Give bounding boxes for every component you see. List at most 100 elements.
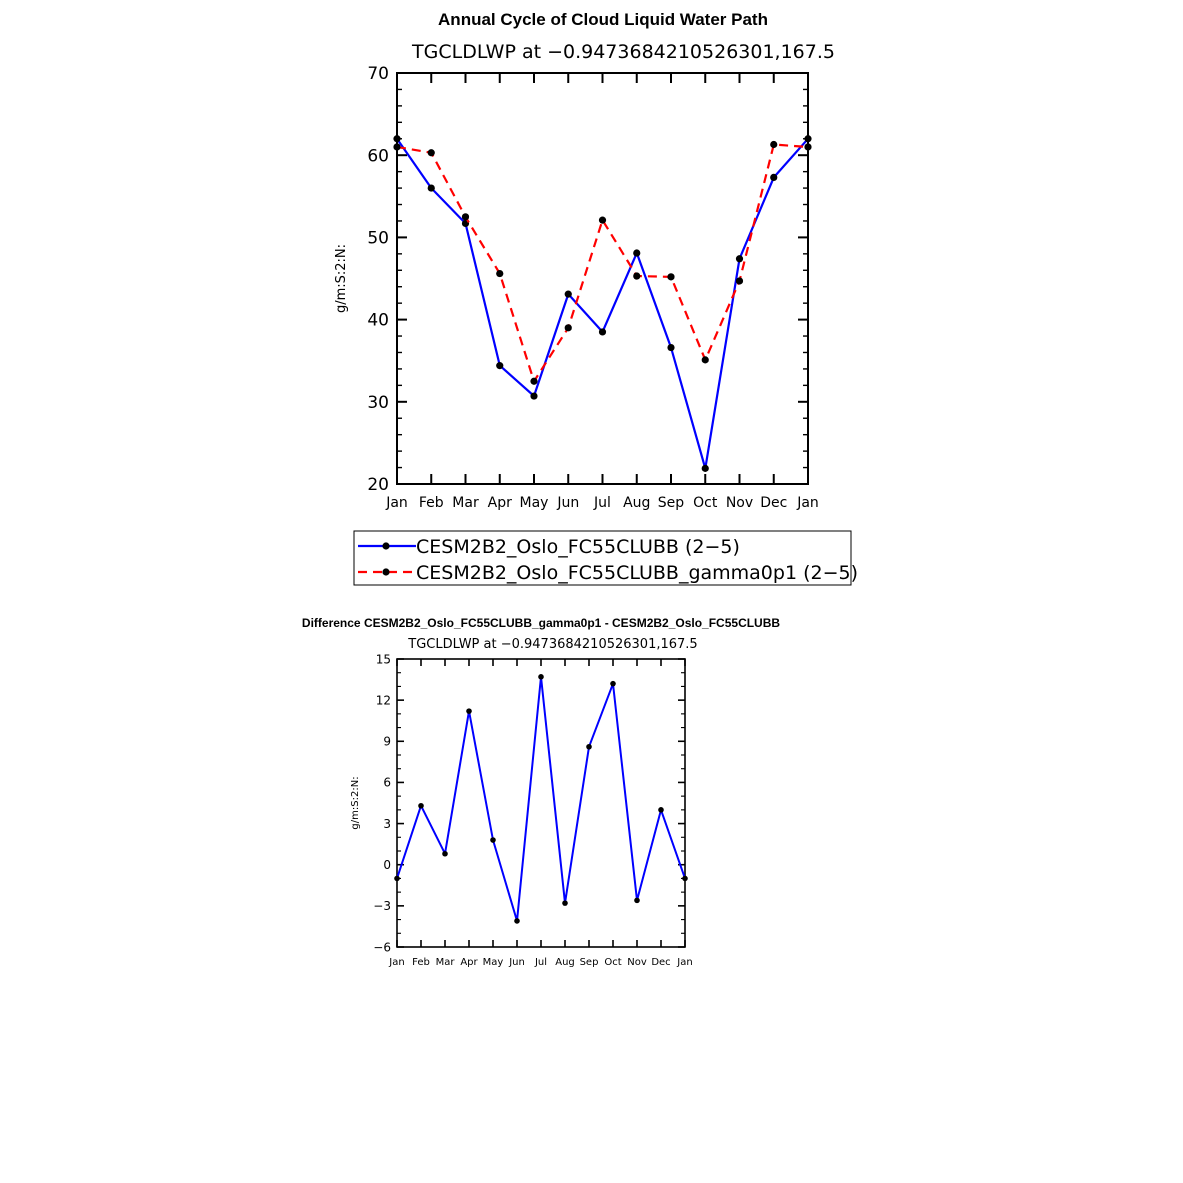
x-tick-label: Jan <box>388 957 404 968</box>
data-point <box>598 328 607 336</box>
x-tick-label: Jun <box>508 957 525 968</box>
data-point <box>701 356 709 364</box>
x-tick-label: Jan <box>796 495 819 511</box>
x-tick-label: Dec <box>651 957 670 968</box>
data-point <box>461 213 470 221</box>
x-tick-label: Feb <box>412 957 430 968</box>
data-point <box>610 680 616 687</box>
data-point <box>393 135 401 143</box>
x-tick-label: May <box>520 495 549 511</box>
legend-box <box>353 530 852 586</box>
y-tick-label: 50 <box>367 229 389 249</box>
chart-title: Annual Cycle of Cloud Liquid Water Path <box>438 10 768 29</box>
data-point <box>634 897 640 904</box>
series-line-0 <box>396 675 686 922</box>
plot-frame <box>396 658 686 948</box>
x-tick-label: Jul <box>534 957 547 968</box>
x-tick-label: Aug <box>555 957 575 968</box>
data-point <box>562 900 568 906</box>
data-point <box>682 875 688 882</box>
x-tick-label: May <box>483 957 504 968</box>
data-point <box>633 272 641 280</box>
legend: CESM2B2_Oslo_FC55CLUBB (2−5) CESM2B2_Osl… <box>353 530 858 586</box>
x-tick-label: Sep <box>658 495 685 511</box>
y-tick-label: −3 <box>373 899 391 913</box>
data-point <box>530 377 538 385</box>
y-tick-label: 15 <box>376 652 391 666</box>
x-tick-label: Jun <box>556 495 579 511</box>
top-plot-area: 20 30 40 50 60 70 Jan Feb Mar Apr May Jun Jul Aug Sep O… <box>367 64 818 511</box>
data-point <box>394 875 400 882</box>
y-tick-label: 0 <box>383 858 391 872</box>
y-tick-label: −6 <box>373 940 391 954</box>
x-tick-label: Nov <box>627 957 647 968</box>
data-point <box>804 143 812 151</box>
legend-label-base: CESM2B2_Oslo_FC55CLUBB (2−5) <box>416 536 740 558</box>
y-tick-label: 12 <box>376 693 391 707</box>
x-tick-label: Mar <box>452 495 479 511</box>
data-point <box>496 269 504 278</box>
data-point <box>514 918 520 924</box>
data-point <box>735 277 744 285</box>
data-point <box>418 802 424 809</box>
y-tick-label: 9 <box>383 735 391 749</box>
x-tick-label: Sep <box>580 957 599 968</box>
difference-chart-title: Difference CESM2B2_Oslo_FC55CLUBB_gamma0… <box>302 616 780 630</box>
data-point <box>564 324 572 332</box>
y-tick-label: 70 <box>367 64 389 84</box>
x-tick-label: Mar <box>436 957 456 968</box>
data-point <box>586 743 592 750</box>
x-tick-label: Feb <box>419 495 444 511</box>
data-point <box>538 674 544 680</box>
x-tick-label: Jul <box>593 495 611 511</box>
x-tick-label: Jan <box>676 957 692 968</box>
y-tick-label: 40 <box>367 311 389 331</box>
x-tick-label: Oct <box>693 495 718 511</box>
y-axis-label: g/m:S:2:N: <box>334 244 349 313</box>
y-tick-label: 30 <box>367 393 389 413</box>
series-line-1 <box>396 143 809 383</box>
data-point <box>770 173 778 181</box>
data-point <box>770 140 778 149</box>
legend-label-gamma: CESM2B2_Oslo_FC55CLUBB_gamma0p1 (2−5) <box>416 562 858 584</box>
data-point <box>490 837 496 843</box>
data-point <box>598 216 607 224</box>
series-line-0 <box>396 138 809 470</box>
data-point <box>667 343 675 352</box>
x-tick-label: Apr <box>488 495 512 511</box>
x-tick-label: Nov <box>726 495 753 511</box>
data-point <box>466 708 472 714</box>
legend-item-base: CESM2B2_Oslo_FC55CLUBB (2−5) <box>358 536 740 558</box>
data-point <box>701 464 709 472</box>
chart-subtitle: TGCLDLWP at −0.9473684210526301,167.5 <box>411 41 835 63</box>
data-point <box>658 807 664 813</box>
difference-y-axis-label: g/m:S:2:N: <box>350 776 361 829</box>
y-tick-label: 6 <box>383 776 391 790</box>
data-point <box>735 255 744 263</box>
legend-marker-base <box>382 542 390 550</box>
plot-frame <box>396 72 809 485</box>
data-point <box>667 273 675 281</box>
x-tick-label: Aug <box>623 495 650 511</box>
legend-item-gamma: CESM2B2_Oslo_FC55CLUBB_gamma0p1 (2−5) <box>358 562 858 584</box>
x-tick-label: Dec <box>760 495 787 511</box>
x-tick-label: Apr <box>460 957 478 968</box>
y-tick-label: 60 <box>367 146 389 166</box>
data-point <box>496 362 504 370</box>
x-tick-label: Jan <box>385 495 408 511</box>
data-point <box>393 143 401 151</box>
data-point <box>804 135 812 143</box>
difference-plot-area: −6 −3 0 3 6 9 12 15 Jan Feb Mar Apr May Jun Jul Aug Sep O… <box>373 652 692 968</box>
data-point <box>633 249 641 257</box>
data-point <box>442 850 448 857</box>
difference-chart-subtitle: TGCLDLWP at −0.9473684210526301,167.5 <box>407 637 697 652</box>
data-point <box>530 392 538 400</box>
data-point <box>564 290 572 298</box>
y-tick-label: 20 <box>367 475 389 495</box>
x-tick-label: Oct <box>604 957 621 968</box>
legend-marker-gamma <box>382 568 390 576</box>
data-point <box>427 149 435 157</box>
data-point <box>427 184 435 192</box>
y-tick-label: 3 <box>383 817 391 831</box>
